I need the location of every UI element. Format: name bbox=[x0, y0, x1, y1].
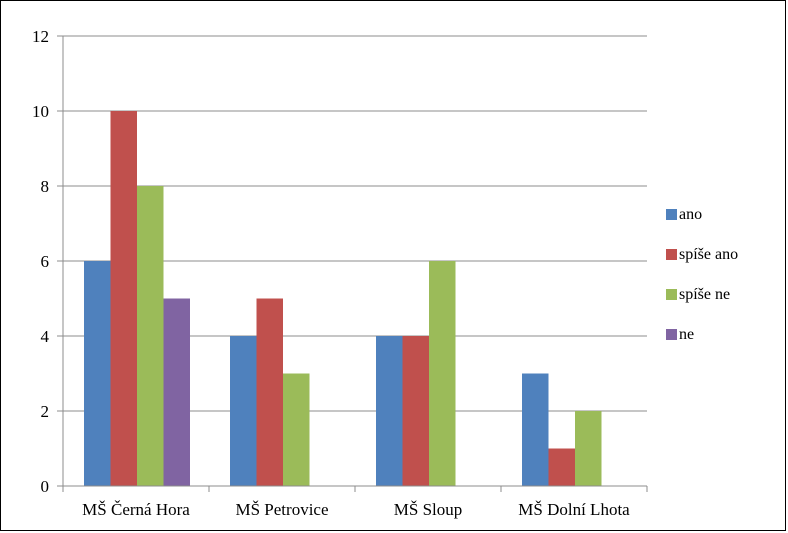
bar bbox=[84, 261, 111, 486]
legend-label: ne bbox=[679, 326, 694, 343]
bar bbox=[257, 299, 284, 487]
legend-label: spíše ne bbox=[679, 286, 730, 303]
legend-label: ano bbox=[679, 206, 702, 223]
legend: ano spíše ano spíše ne ne bbox=[666, 206, 738, 343]
legend-swatch bbox=[666, 249, 677, 260]
legend-swatch bbox=[666, 289, 677, 300]
y-tick-label: 12 bbox=[32, 27, 49, 46]
x-tick-label: MŠ Dolní Lhota bbox=[518, 500, 630, 519]
y-axis-tick-labels: 0 2 4 6 8 10 12 bbox=[32, 27, 50, 496]
bar bbox=[111, 111, 138, 486]
legend-label: spíše ano bbox=[679, 246, 738, 263]
y-tick-label: 4 bbox=[41, 327, 50, 346]
bar bbox=[164, 299, 191, 487]
y-tick-label: 0 bbox=[41, 477, 50, 496]
y-tick-label: 2 bbox=[41, 402, 50, 421]
y-tick-label: 10 bbox=[32, 102, 49, 121]
x-tick-label: MŠ Sloup bbox=[394, 500, 463, 519]
x-tick-label: MŠ Černá Hora bbox=[82, 500, 190, 519]
bars bbox=[84, 111, 602, 486]
legend-swatch bbox=[666, 329, 677, 340]
y-tick-label: 8 bbox=[41, 177, 50, 196]
bar bbox=[283, 374, 310, 487]
x-tick-label: MŠ Petrovice bbox=[235, 500, 328, 519]
bar bbox=[429, 261, 456, 486]
y-tick-label: 6 bbox=[41, 252, 50, 271]
x-axis-tick-labels: MŠ Černá Hora MŠ Petrovice MŠ Sloup MŠ Doln… bbox=[82, 500, 630, 519]
legend-swatch bbox=[666, 209, 677, 220]
bar bbox=[230, 336, 257, 486]
bar bbox=[575, 411, 602, 486]
bar bbox=[522, 374, 549, 487]
bar bbox=[403, 336, 430, 486]
bar bbox=[376, 336, 403, 486]
bar bbox=[137, 186, 164, 486]
bar bbox=[549, 449, 576, 487]
